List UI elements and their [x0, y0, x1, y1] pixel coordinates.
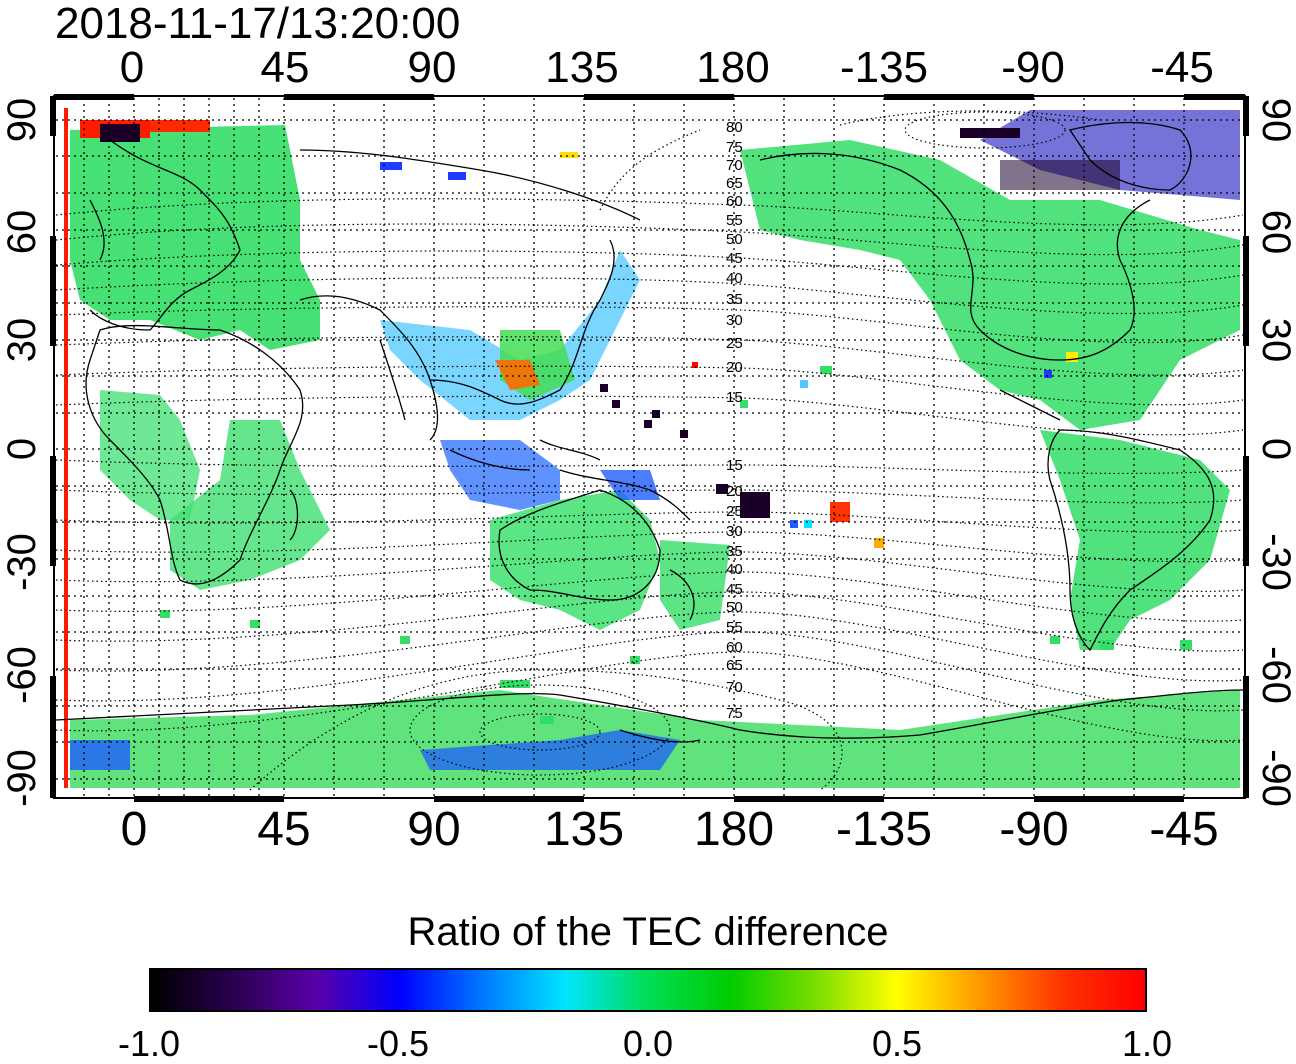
- mlat-label: 25: [726, 335, 743, 352]
- top-tick-label: -135: [839, 43, 929, 92]
- coastlines: [55, 121, 1244, 743]
- axis-bars: [50, 94, 1249, 802]
- bottom-tick-label: 180: [693, 803, 775, 856]
- top-tick-label: -45: [1150, 43, 1214, 92]
- top-tick-label: 90: [407, 43, 457, 92]
- colorbar-tick-label: -0.5: [366, 1023, 430, 1064]
- mlat-label: 30: [726, 312, 743, 329]
- mlat-label: 40: [726, 561, 743, 578]
- timestamp-title: 2018-11-17/13:20:00: [55, 0, 461, 48]
- bottom-tick-label: 0: [120, 803, 148, 856]
- mlat-label: 55: [726, 619, 743, 636]
- mlat-label: 70: [726, 157, 743, 174]
- mlat-label: 30: [726, 523, 743, 540]
- mlat-label: 15: [726, 457, 743, 474]
- mlat-label: 70: [726, 679, 743, 696]
- bottom-tick-label: -45: [1149, 803, 1219, 856]
- bottom-tick-label: 90: [407, 803, 461, 856]
- mlat-label: 60: [726, 639, 743, 656]
- colorbar-tick-label: 0.5: [871, 1023, 923, 1064]
- colorbar-tick-label: -1.0: [117, 1023, 181, 1064]
- colorbar-tick-label: 0.0: [622, 1023, 674, 1064]
- mlat-label: 65: [726, 657, 743, 674]
- mlat-label: 75: [726, 705, 743, 722]
- bottom-tick-label: -135: [835, 803, 933, 856]
- mlat-label: 60: [726, 193, 743, 210]
- bottom-tick-label: -90: [999, 803, 1069, 856]
- magnetic-latitude-labels: 80 75 70 65 60 55 50 45 40 35 30 25 20 1…: [726, 119, 743, 722]
- mlat-label: 75: [726, 139, 743, 156]
- top-tick-label: 0: [119, 43, 145, 92]
- bottom-tick-label: 135: [543, 803, 625, 856]
- tec-data-pixels: [80, 120, 1192, 724]
- top-tick-label: 45: [260, 43, 310, 92]
- mlat-label: 45: [726, 250, 743, 267]
- top-tick-label: -90: [1001, 43, 1065, 92]
- mlat-label: 20: [726, 483, 743, 500]
- mlat-label: 50: [726, 599, 743, 616]
- mlat-label: 35: [726, 291, 743, 308]
- colorbar: [149, 968, 1147, 1012]
- mlat-label: 35: [726, 543, 743, 560]
- colorbar-title: Ratio of the TEC difference: [407, 910, 889, 954]
- mlat-label: 20: [726, 359, 743, 376]
- mlat-label: 15: [726, 389, 743, 406]
- left-edge-strip: [64, 108, 68, 788]
- mlat-label: 80: [726, 119, 743, 136]
- graticule: [56, 98, 1243, 796]
- mlat-label: 25: [726, 503, 743, 520]
- mlat-label: 50: [726, 231, 743, 248]
- top-tick-label: 180: [696, 43, 770, 92]
- colorbar-tick-label: 1.0: [1121, 1023, 1173, 1064]
- mlat-label: 55: [726, 212, 743, 229]
- bottom-tick-label: 45: [257, 803, 311, 856]
- mlat-label: 45: [726, 581, 743, 598]
- mlat-label: 40: [726, 270, 743, 287]
- mlat-label: 65: [726, 175, 743, 192]
- magnetic-latitude-contours: [55, 110, 1244, 791]
- top-tick-label: 135: [545, 43, 619, 92]
